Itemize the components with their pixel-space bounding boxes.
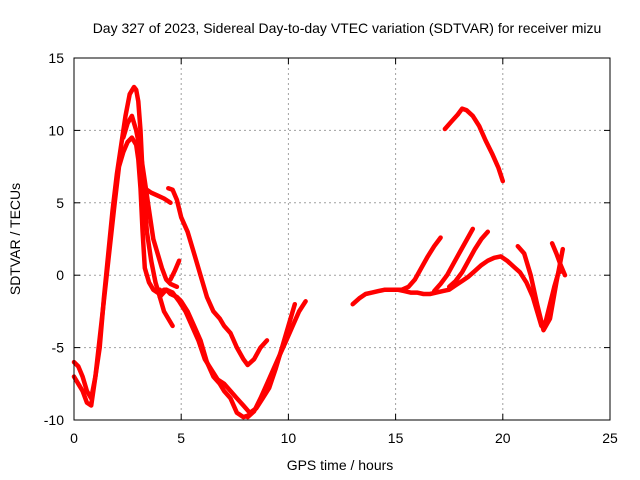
y-tick-label: 5 bbox=[56, 195, 64, 211]
series-arc-5-descending bbox=[166, 186, 270, 368]
series-arc-13-evening-high bbox=[442, 106, 506, 184]
series-arc-12-rising-c bbox=[446, 229, 491, 290]
y-tick-label: -10 bbox=[44, 412, 64, 428]
x-tick-label: 20 bbox=[495, 430, 511, 446]
series-arc-1-main-peak bbox=[71, 135, 250, 420]
y-axis-label: SDTVAR / TECUs bbox=[7, 183, 23, 295]
series-arc-11-rising-b bbox=[431, 226, 476, 294]
x-tick-label: 5 bbox=[177, 430, 185, 446]
x-tick-label: 15 bbox=[388, 430, 404, 446]
series-arc-4-shoulder bbox=[142, 186, 173, 206]
plot-area-frame bbox=[73, 57, 611, 421]
series-arc-2-high-peak bbox=[71, 84, 175, 401]
series-arc-8-small bbox=[168, 258, 182, 282]
x-tick-label: 25 bbox=[602, 430, 618, 446]
data-series bbox=[71, 84, 568, 420]
x-tick-label: 10 bbox=[281, 430, 297, 446]
y-tick-label: 0 bbox=[56, 267, 64, 283]
series-arc-6-lower bbox=[157, 287, 298, 416]
series-arc-7-recovery bbox=[245, 299, 308, 420]
x-axis-label: GPS time / hours bbox=[287, 457, 394, 473]
y-tick-label: 10 bbox=[48, 122, 64, 138]
chart-title: Day 327 of 2023, Sidereal Day-to-day VTE… bbox=[93, 20, 602, 36]
series-arc-14-late bbox=[515, 243, 566, 333]
series-arc-15-late-bump bbox=[549, 241, 568, 278]
axis-ticks: 0 5 10 15 20 25 -10 -5 0 5 10 15 bbox=[44, 50, 618, 446]
series-arc-10-rising-a bbox=[393, 235, 443, 292]
y-tick-label: 15 bbox=[48, 50, 64, 66]
y-tick-label: -5 bbox=[52, 340, 65, 356]
series-arc-9-afternoon bbox=[350, 254, 566, 329]
series-arc-3-secondary bbox=[121, 113, 180, 290]
x-tick-label: 0 bbox=[70, 430, 78, 446]
